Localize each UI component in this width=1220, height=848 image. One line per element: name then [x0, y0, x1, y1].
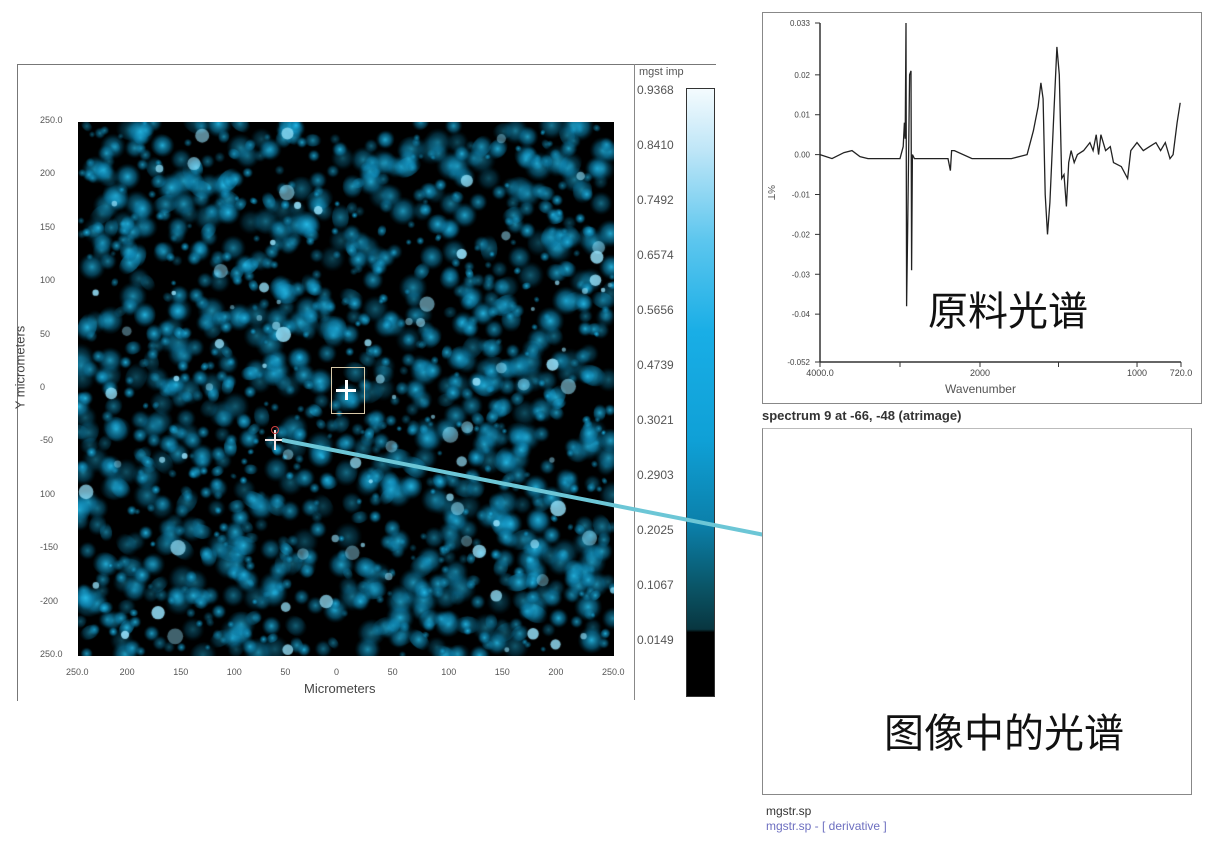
map-x-tick-label: 200 [119, 667, 135, 677]
map-x-tick-label: 150 [494, 667, 510, 677]
colorbar-tick-label: 0.1067 [637, 578, 674, 592]
spectrum-point-marker-icon[interactable] [265, 426, 285, 450]
legend-item-original: mgstr.sp [766, 804, 812, 818]
map-x-axis-title: Micrometers [304, 681, 376, 696]
y-tick-label: -0.052 [787, 358, 810, 367]
x-tick-label: 2000 [970, 368, 990, 378]
chemical-image-panel [17, 64, 716, 701]
y-tick-label: -0.02 [792, 230, 811, 239]
map-y-tick-label: 250.0 [40, 649, 63, 659]
x-tick-label: 4000.0 [806, 368, 834, 378]
map-y-tick-label: 250.0 [40, 115, 63, 125]
map-y-tick-label: -200 [40, 595, 59, 606]
map-y-tick-label: 0 [40, 382, 46, 392]
colorbar [686, 88, 715, 697]
map-y-tick-label: 150 [40, 221, 56, 232]
map-y-tick-label: 200 [40, 168, 56, 179]
colorbar-tick-label: 0.8410 [637, 138, 674, 152]
colorbar-tick-label: 0.9368 [637, 83, 674, 97]
map-y-tick-label: -50 [40, 435, 54, 446]
colorbar-tick-label: 0.3021 [637, 413, 674, 427]
map-y-tick-label: -150 [40, 542, 59, 553]
colorbar-label: mgst imp [639, 66, 684, 78]
selected-region-box[interactable] [331, 367, 365, 414]
colorbar-tick-label: 0.6574 [637, 248, 674, 262]
x-tick-label: 720.0 [1170, 368, 1193, 378]
crosshair-icon [336, 380, 356, 400]
map-x-tick-label: 100 [226, 667, 242, 677]
map-y-tick-label: 100 [40, 488, 56, 499]
map-x-tick-label: 100 [441, 667, 457, 677]
colorbar-tick-label: 0.7492 [637, 193, 674, 207]
x-axis-title: Wavenumber [945, 382, 1016, 396]
map-x-tick-label: 150 [173, 667, 189, 677]
image-spectrum-caption: 图像中的光谱 [884, 711, 1124, 757]
spectrum-line [819, 22, 1181, 307]
colorbar-tick-label: 0.5656 [637, 303, 674, 317]
y-axis-title: %T [765, 185, 776, 200]
spectrum-header: spectrum 9 at -66, -48 (atrimage) [762, 408, 962, 423]
y-tick-label: -0.01 [792, 190, 811, 199]
image-spectrum-panel [762, 428, 1192, 795]
map-x-tick-label: 50 [280, 667, 291, 677]
y-tick-label: -0.04 [792, 310, 811, 319]
x-tick-label: 1000 [1127, 368, 1147, 378]
map-y-tick-label: 100 [40, 275, 56, 286]
y-tick-label: 0.00 [794, 151, 810, 160]
map-x-tick-label: 50 [387, 667, 398, 677]
y-tick-label: 0.01 [794, 111, 810, 120]
y-tick-label: -0.03 [792, 270, 811, 279]
map-x-tick-label: 250.0 [66, 667, 89, 677]
map-x-tick-label: 0 [334, 667, 340, 677]
map-x-tick-label: 250.0 [602, 667, 625, 677]
colorbar-divider [634, 64, 635, 700]
colorbar-tick-label: 0.2025 [637, 523, 674, 537]
map-x-tick-label: 200 [548, 667, 564, 677]
legend-item-derivative: mgstr.sp - [ derivative ] [766, 819, 887, 833]
colorbar-tick-label: 0.0149 [637, 633, 674, 647]
y-tick-label: 0.02 [794, 71, 810, 80]
raw-spectrum-caption: 原料光谱 [928, 289, 1088, 335]
y-tick-label: 0.033 [790, 19, 811, 28]
map-y-tick-label: 50 [40, 328, 51, 339]
raw-spectrum-panel [762, 12, 1202, 404]
colorbar-tick-label: 0.4739 [637, 358, 674, 372]
colorbar-tick-label: 0.2903 [637, 468, 674, 482]
